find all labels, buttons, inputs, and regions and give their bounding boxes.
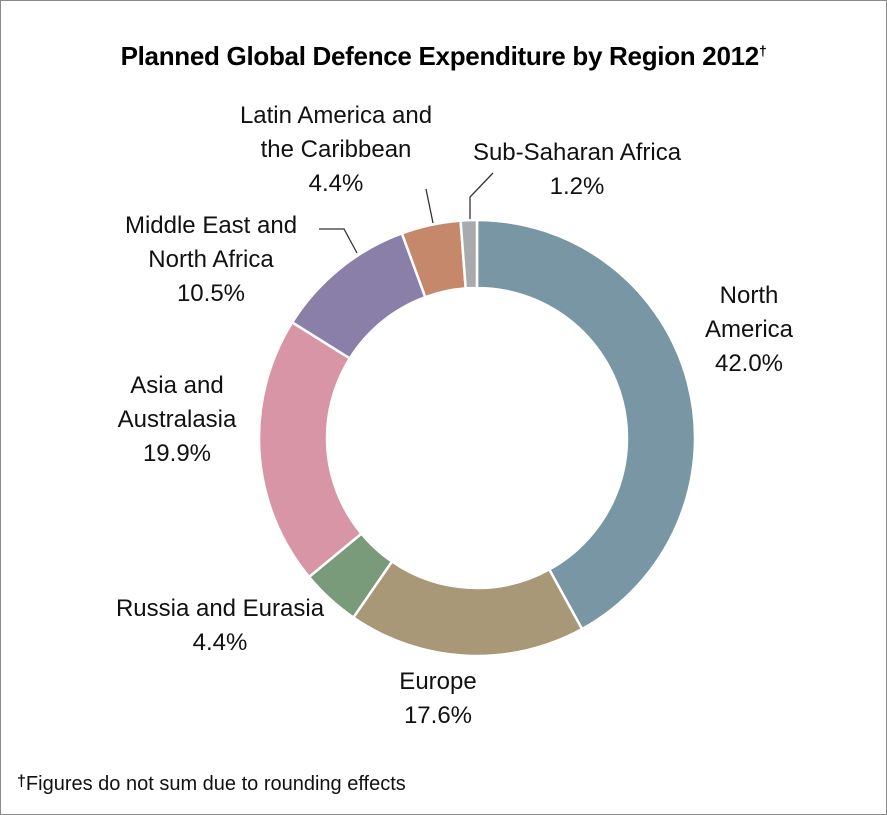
slice-value: 42.0% xyxy=(714,350,784,377)
footnote: †Figures do not sum due to rounding effe… xyxy=(17,773,406,796)
slice-name: North America xyxy=(704,282,794,343)
slice-1 xyxy=(351,559,584,658)
slice-label-2: Russia and Eurasia 4.4% xyxy=(116,592,324,660)
leader-line-0 xyxy=(319,228,358,254)
slice-name: Middle East and North Africa xyxy=(124,212,298,273)
slice-label-4: Middle East and North Africa 10.5% xyxy=(125,209,297,311)
slice-value: 10.5% xyxy=(176,280,246,307)
slice-name: Sub-Saharan Africa xyxy=(472,139,682,166)
slice-name: Latin America and the Caribbean xyxy=(239,102,433,163)
slice-name: Europe xyxy=(399,668,477,695)
footnote-dagger: † xyxy=(17,773,26,790)
footnote-text: Figures do not sum due to rounding effec… xyxy=(25,773,406,795)
slice-label-6: Sub-Saharan Africa 1.2% xyxy=(473,136,681,204)
slice-label-0: North America 42.0% xyxy=(681,279,818,381)
slice-value: 1.2% xyxy=(549,173,605,200)
title-dagger: † xyxy=(758,42,767,59)
slice-label-5: Latin America and the Caribbean 4.4% xyxy=(240,99,432,201)
slice-value: 4.4% xyxy=(192,629,248,656)
slice-label-3: Asia and Australasia 19.9% xyxy=(118,369,237,471)
slice-name: Asia and Australasia xyxy=(117,372,237,433)
leader-line-2 xyxy=(469,172,494,219)
chart-title: Planned Global Defence Expenditure by Re… xyxy=(1,41,886,72)
slice-value: 4.4% xyxy=(308,170,364,197)
leader-line-1 xyxy=(425,188,434,224)
slice-label-1: Europe 17.6% xyxy=(399,665,476,733)
title-text: Planned Global Defence Expenditure by Re… xyxy=(120,41,760,71)
slice-name: Russia and Eurasia xyxy=(115,595,325,622)
slice-0 xyxy=(475,218,697,631)
slice-3 xyxy=(257,320,364,579)
slice-value: 19.9% xyxy=(142,440,212,467)
slice-value: 17.6% xyxy=(403,702,473,729)
slice-6 xyxy=(459,218,479,290)
